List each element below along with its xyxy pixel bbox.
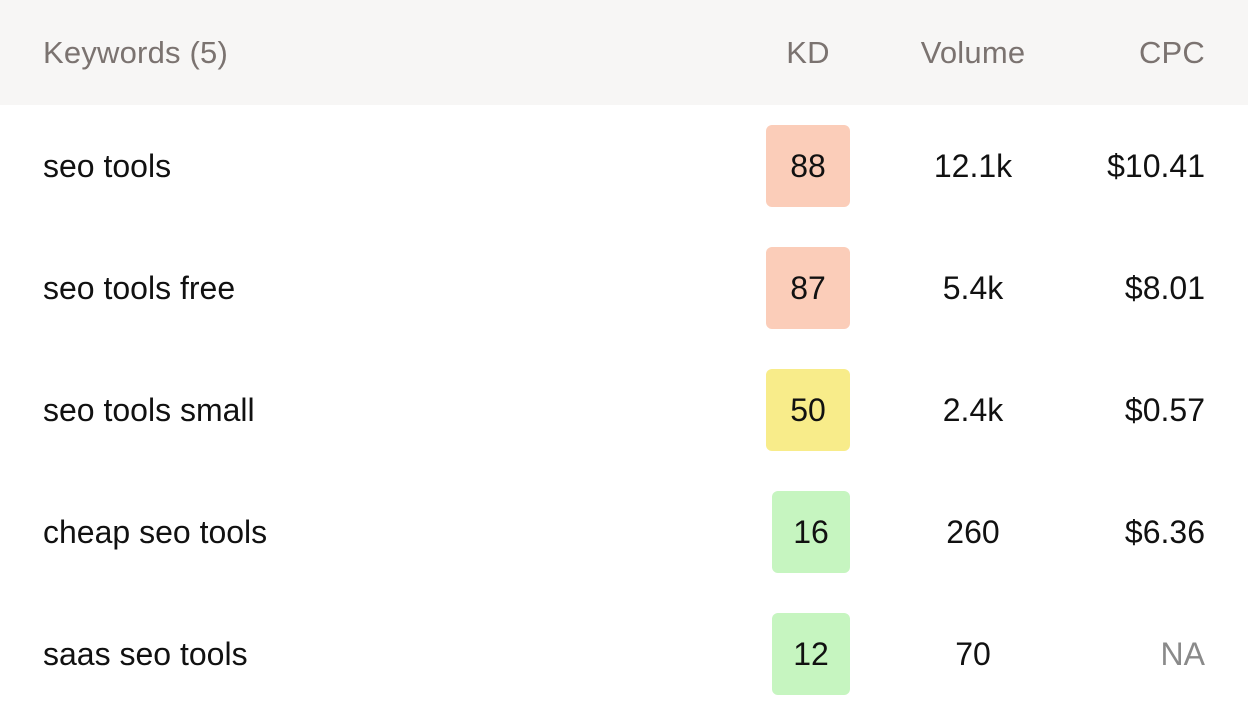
cpc-cell: NA	[1160, 635, 1205, 672]
table-row: cheap seo tools 16 260 $6.36	[0, 471, 1248, 593]
header-kd[interactable]: KD	[786, 34, 830, 70]
volume-cell: 12.1k	[933, 147, 1013, 184]
kd-cell: 88	[766, 125, 850, 207]
keyword-cell[interactable]: seo tools small	[43, 391, 255, 428]
table-row: seo tools free 87 5.4k $8.01	[0, 227, 1248, 349]
kd-badge: 50	[766, 369, 850, 451]
keyword-cell[interactable]: saas seo tools	[43, 635, 248, 672]
table-header: Keywords (5) KD Volume CPC	[0, 0, 1248, 105]
kd-cell: 50	[766, 369, 850, 451]
keyword-cell[interactable]: seo tools free	[43, 269, 236, 306]
kd-badge: 88	[766, 125, 850, 207]
header-volume[interactable]: Volume	[920, 34, 1026, 70]
header-keywords[interactable]: Keywords (5)	[43, 34, 229, 70]
keyword-cell[interactable]: seo tools	[43, 147, 172, 184]
table-row: saas seo tools 12 70 NA	[0, 593, 1248, 715]
kd-cell: 87	[766, 247, 850, 329]
keyword-cell[interactable]: cheap seo tools	[43, 513, 268, 550]
volume-cell: 2.4k	[942, 391, 1004, 428]
table-row: seo tools small 50 2.4k $0.57	[0, 349, 1248, 471]
volume-cell: 260	[946, 513, 1000, 550]
kd-cell: 12	[766, 613, 850, 695]
cpc-cell: $10.41	[1107, 147, 1205, 184]
cpc-cell: $0.57	[1124, 391, 1205, 428]
cpc-cell: $8.01	[1124, 269, 1205, 306]
cpc-cell: $6.36	[1124, 513, 1205, 550]
kd-badge: 87	[766, 247, 850, 329]
kd-badge: 12	[772, 613, 850, 695]
header-cpc[interactable]: CPC	[1138, 34, 1205, 70]
volume-cell: 5.4k	[942, 269, 1004, 306]
kd-cell: 16	[766, 491, 850, 573]
kd-badge: 16	[772, 491, 850, 573]
volume-cell: 70	[955, 635, 991, 672]
table-row: seo tools 88 12.1k $10.41	[0, 105, 1248, 227]
